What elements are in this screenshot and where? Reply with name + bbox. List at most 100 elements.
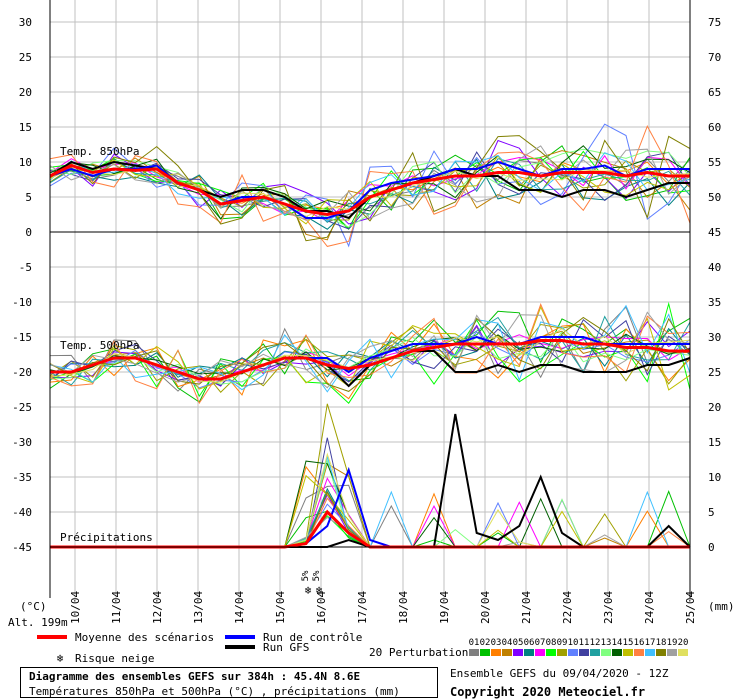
y-tick-label-right: 65 bbox=[708, 86, 721, 99]
x-tick-label: 16/04 bbox=[315, 591, 328, 624]
legend-pert-number: 06 bbox=[524, 638, 535, 648]
left-unit-label: (°C) bbox=[20, 600, 47, 613]
x-tick-label: 11/04 bbox=[110, 591, 123, 624]
perturbation-line-t500 bbox=[49, 311, 691, 389]
y-tick-label-right: 0 bbox=[708, 541, 715, 554]
legend-pert-swatch bbox=[524, 649, 534, 656]
y-tick-label-right: 40 bbox=[708, 261, 721, 274]
y-tick-label-left: -40 bbox=[12, 506, 32, 519]
y-tick-label-right: 70 bbox=[708, 51, 721, 64]
x-tick-label: 17/04 bbox=[356, 591, 369, 624]
gfs-line-precip bbox=[50, 413, 691, 548]
x-tick-label: 22/04 bbox=[561, 591, 574, 624]
legend-pert-number: 03 bbox=[491, 638, 502, 648]
legend-pert-swatch bbox=[546, 649, 556, 656]
legend-pert-number: 20 bbox=[678, 638, 689, 648]
legend-pert-swatch bbox=[645, 649, 655, 656]
perturbation-line-t500 bbox=[49, 316, 691, 392]
legend-pert-number: 17 bbox=[645, 638, 656, 648]
copyright: Copyright 2020 Meteociel.fr bbox=[450, 685, 646, 699]
chart-axes bbox=[49, 0, 691, 598]
legend-pert-number: 18 bbox=[656, 638, 667, 648]
y-tick-label-left: 30 bbox=[19, 16, 32, 29]
y-tick-label-left: -25 bbox=[12, 401, 32, 414]
snow-percent-label: 5% bbox=[312, 570, 322, 581]
chart-legend: Moyenne des scénarios Run de contrôleRun … bbox=[37, 631, 688, 665]
altitude-label: Alt. 199m bbox=[8, 616, 68, 629]
legend-pert-swatch bbox=[667, 649, 677, 656]
legend-pert-swatch bbox=[579, 649, 589, 656]
snow-percent-label: 5% bbox=[301, 570, 311, 581]
y-tick-label-right: 25 bbox=[708, 366, 721, 379]
y-tick-label-left: -15 bbox=[12, 331, 32, 344]
y-tick-label-left: -30 bbox=[12, 436, 32, 449]
perturbation-line-t850 bbox=[49, 135, 691, 242]
legend-pert-swatch bbox=[480, 649, 490, 656]
perturbation-line-t850 bbox=[49, 158, 691, 223]
perturbation-line-t500 bbox=[49, 305, 691, 391]
legend-pert-number: 16 bbox=[634, 638, 645, 648]
mean-line-t850 bbox=[49, 163, 690, 217]
y-tick-label-right: 45 bbox=[708, 226, 721, 239]
legend-pert-number: 12 bbox=[590, 638, 601, 648]
legend-pert-number: 13 bbox=[601, 638, 612, 648]
perturbation-line-t500 bbox=[49, 331, 691, 385]
chart-title: Diagramme des ensembles GEFS sur 384h : … bbox=[29, 670, 361, 683]
legend-gfs-label: Run GFS bbox=[263, 641, 309, 654]
snow-icon: ❄ bbox=[316, 584, 323, 597]
legend-pert-swatch bbox=[634, 649, 644, 656]
y-tick-label-left: -10 bbox=[12, 296, 32, 309]
y-tick-label-right: 55 bbox=[708, 156, 721, 169]
perturbation-line-t850 bbox=[49, 145, 691, 220]
chart-grid bbox=[50, 0, 691, 598]
legend-pert-swatch bbox=[568, 649, 578, 656]
legend-pert-swatch bbox=[502, 649, 512, 656]
legend-perturbations-label: 20 Perturbations bbox=[369, 646, 475, 659]
x-tick-label: 23/04 bbox=[602, 591, 615, 624]
y-tick-label-left: -20 bbox=[12, 366, 32, 379]
y-tick-label-left: 10 bbox=[19, 156, 32, 169]
x-tick-label: 14/04 bbox=[233, 591, 246, 624]
legend-pert-number: 15 bbox=[623, 638, 634, 648]
y-tick-label-left: 20 bbox=[19, 86, 32, 99]
y-tick-label-left: 5 bbox=[25, 191, 32, 204]
legend-pert-swatch bbox=[612, 649, 622, 656]
mean-line-t500 bbox=[50, 339, 690, 381]
x-tick-label: 15/04 bbox=[274, 591, 287, 624]
legend-pert-swatch bbox=[469, 649, 479, 656]
legend-pert-number: 14 bbox=[612, 638, 623, 648]
perturbation-line-t850 bbox=[49, 123, 691, 248]
title-box: Diagramme des ensembles GEFS sur 384h : … bbox=[20, 667, 438, 698]
precip-panel-label: Précipitations bbox=[60, 531, 153, 544]
perturbation-line-t850 bbox=[49, 148, 691, 228]
x-tick-label: 21/04 bbox=[520, 591, 533, 624]
x-tick-label: 19/04 bbox=[438, 591, 451, 624]
x-tick-label: 13/04 bbox=[192, 591, 205, 624]
y-tick-label-right: 75 bbox=[708, 16, 721, 29]
legend-mean-label: Moyenne des scénarios bbox=[75, 631, 214, 644]
legend-pert-swatch bbox=[491, 649, 501, 656]
y-tick-label-right: 60 bbox=[708, 121, 721, 134]
control-line-t850 bbox=[49, 160, 690, 219]
y-tick-label-right: 10 bbox=[708, 471, 721, 484]
y-tick-label-left: -45 bbox=[12, 541, 32, 554]
perturbation-line-t500 bbox=[49, 304, 691, 393]
perturbation-line-t500 bbox=[49, 319, 691, 386]
y-tick-label-right: 15 bbox=[708, 436, 721, 449]
y-tick-label-right: 50 bbox=[708, 191, 721, 204]
perturbation-line-t850 bbox=[49, 154, 691, 225]
legend-pert-number: 08 bbox=[546, 638, 557, 648]
legend-pert-swatch bbox=[623, 649, 633, 656]
legend-snow-icon: ❄ bbox=[57, 652, 64, 665]
legend-pert-number: 04 bbox=[502, 638, 513, 648]
snow-icon: ❄ bbox=[305, 584, 312, 597]
y-tick-label-left: 15 bbox=[19, 121, 32, 134]
perturbation-line-precip bbox=[50, 403, 690, 548]
y-tick-label-left: -5 bbox=[19, 261, 32, 274]
perturbation-line-t850 bbox=[49, 145, 691, 221]
legend-pert-number: 07 bbox=[535, 638, 546, 648]
legend-pert-swatch bbox=[601, 649, 611, 656]
y-tick-label-right: 30 bbox=[708, 331, 721, 344]
